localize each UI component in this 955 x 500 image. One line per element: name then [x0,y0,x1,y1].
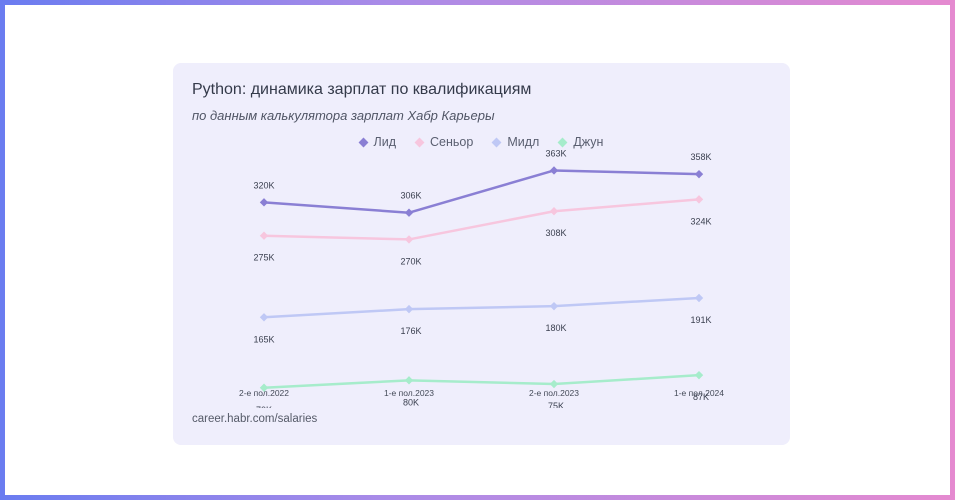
data-label: 80K [403,397,419,407]
data-point-marker[interactable] [404,304,414,314]
data-label: 165K [253,334,274,344]
x-tick-label: 1-е пол.2024 [674,388,724,398]
data-label: 358K [690,152,711,162]
chart-card: Python: динамика зарплат по квалификация… [173,63,790,445]
x-tick-label: 1-е пол.2023 [384,388,434,398]
legend-item-3[interactable]: Джун [557,133,604,151]
data-point-marker[interactable] [259,231,269,240]
data-label: 363K [545,148,566,158]
data-point-marker[interactable] [549,166,559,175]
chart-subtitle: по данным калькулятора зарплат Хабр Карь… [192,108,495,123]
data-label: 70K [256,405,272,408]
data-label: 275K [253,253,274,263]
data-point-marker[interactable] [259,383,269,392]
legend-label: Мидл [507,135,540,149]
data-point-marker[interactable] [404,376,414,385]
data-point-marker[interactable] [259,198,269,207]
data-point-marker[interactable] [404,235,414,244]
page-background: Python: динамика зарплат по квалификация… [5,5,950,495]
data-point-marker[interactable] [259,313,269,322]
series-line-3 [263,373,700,389]
legend-label: Джун [573,135,604,149]
source-link: career.habr.com/salaries [192,413,318,425]
data-point-marker[interactable] [549,379,559,389]
legend-item-2[interactable]: Мидл [491,133,540,151]
legend-item-1[interactable]: Сеньор [414,133,474,151]
data-label: 308K [545,228,566,238]
data-label: 191K [690,315,711,325]
data-label: 87K [693,392,709,402]
data-label: 180K [545,323,566,333]
data-point-marker[interactable] [694,370,704,380]
data-label: 306K [400,191,421,201]
data-point-marker[interactable] [694,195,704,204]
legend-label: Лид [373,135,397,149]
line-chart: 2-е пол.2022 1-е пол.2023 2-е пол.2023 1-е … [239,148,724,408]
data-label: 75K [548,401,564,408]
data-point-marker[interactable] [694,169,704,179]
data-point-marker[interactable] [404,208,414,217]
data-label: 270K [400,256,421,266]
data-label: 320K [253,180,274,190]
data-label: 176K [400,326,421,336]
data-point-marker[interactable] [549,207,559,216]
legend-label: Сеньор [430,135,474,149]
data-point-marker[interactable] [694,293,704,303]
x-tick-label: 2-е пол.2022 [239,388,289,398]
chart-title: Python: динамика зарплат по квалификация… [192,81,532,98]
x-tick-label: 2-е пол.2023 [529,388,579,398]
legend-item-0[interactable]: Лид [358,133,397,151]
data-point-marker[interactable] [549,301,559,311]
series-line-1 [263,198,700,241]
chart-legend: Лид Сеньор Мидл Джун [173,133,790,151]
data-label: 324K [690,216,711,226]
series-line-0 [263,169,700,214]
series-line-2 [263,296,700,319]
